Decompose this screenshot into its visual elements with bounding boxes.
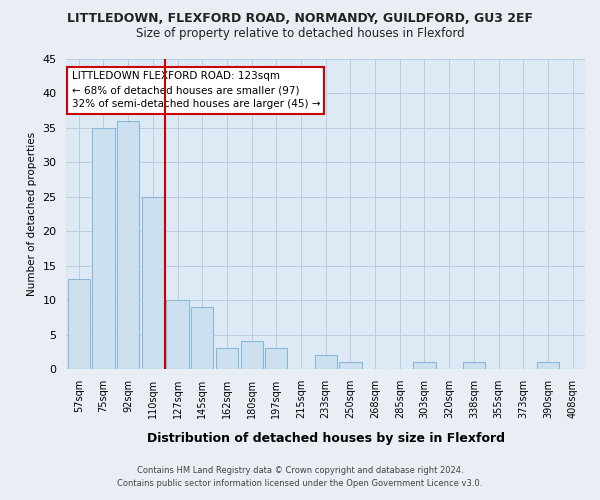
Bar	[314, 355, 337, 369]
Y-axis label: Number of detached properties: Number of detached properties	[27, 132, 37, 296]
Bar	[92, 128, 115, 369]
Bar	[142, 197, 164, 369]
Text: Contains HM Land Registry data © Crown copyright and database right 2024.
Contai: Contains HM Land Registry data © Crown c…	[118, 466, 482, 487]
X-axis label: Distribution of detached houses by size in Flexford: Distribution of detached houses by size …	[147, 432, 505, 445]
Bar	[265, 348, 287, 369]
Bar	[216, 348, 238, 369]
Text: LITTLEDOWN FLEXFORD ROAD: 123sqm
← 68% of detached houses are smaller (97)
32% o: LITTLEDOWN FLEXFORD ROAD: 123sqm ← 68% o…	[71, 72, 320, 110]
Text: Size of property relative to detached houses in Flexford: Size of property relative to detached ho…	[136, 28, 464, 40]
Bar	[537, 362, 559, 369]
Bar	[463, 362, 485, 369]
Bar	[191, 307, 214, 369]
Bar	[413, 362, 436, 369]
Bar	[68, 280, 90, 369]
Text: LITTLEDOWN, FLEXFORD ROAD, NORMANDY, GUILDFORD, GU3 2EF: LITTLEDOWN, FLEXFORD ROAD, NORMANDY, GUI…	[67, 12, 533, 26]
Bar	[166, 300, 188, 369]
Bar	[339, 362, 362, 369]
Bar	[117, 121, 139, 369]
Bar	[241, 342, 263, 369]
